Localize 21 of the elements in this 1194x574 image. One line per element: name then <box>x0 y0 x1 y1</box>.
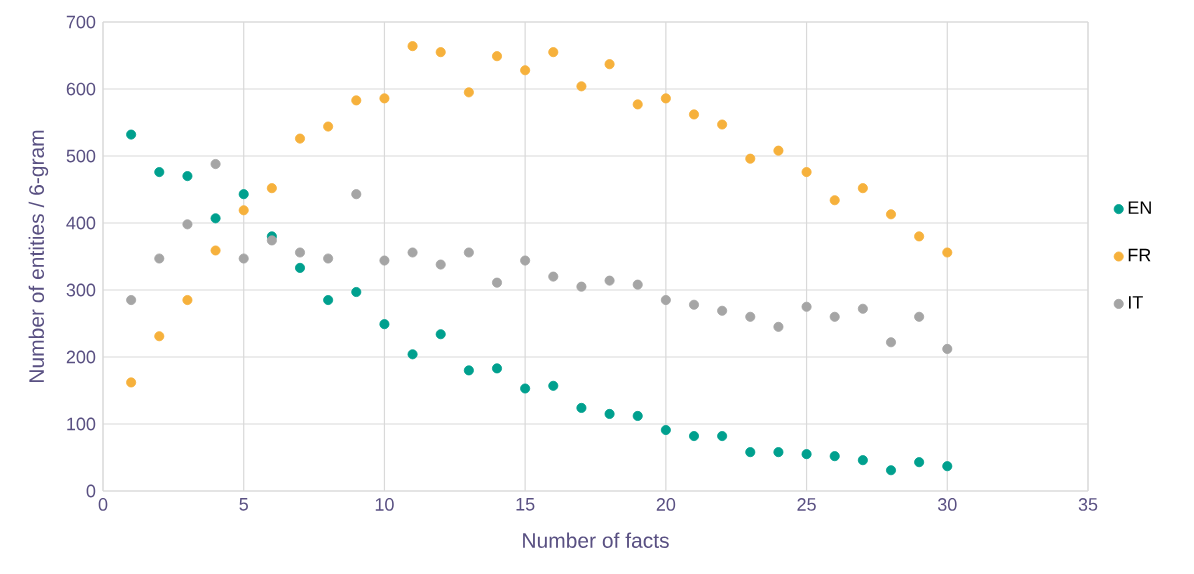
y-tick-label: 0 <box>86 484 96 498</box>
y-tick-label: 600 <box>66 82 96 96</box>
legend-label: IT <box>1128 296 1143 309</box>
x-axis-title: Number of facts <box>523 532 669 548</box>
x-tick-label: 25 <box>797 498 816 511</box>
y-tick-label: 300 <box>66 283 96 297</box>
x-tick-label: 5 <box>239 498 248 511</box>
x-tick-label: 30 <box>937 498 957 511</box>
y-tick-label: 400 <box>66 216 96 230</box>
y-tick-label: 200 <box>66 350 96 364</box>
x-tick-label: 0 <box>98 498 108 511</box>
legend-label: FR <box>1128 248 1151 262</box>
x-tick-label: 15 <box>516 498 535 511</box>
y-tick-label: 700 <box>66 15 96 29</box>
x-tick-label: 20 <box>656 498 676 511</box>
y-axis-title: Number of entities / 6-gram <box>28 130 49 382</box>
x-tick-label: 35 <box>1078 498 1098 511</box>
x-tick-label: 10 <box>375 498 394 511</box>
legend-label: EN <box>1128 201 1151 214</box>
y-tick-label: 500 <box>66 149 96 163</box>
y-tick-label: 100 <box>67 417 96 431</box>
